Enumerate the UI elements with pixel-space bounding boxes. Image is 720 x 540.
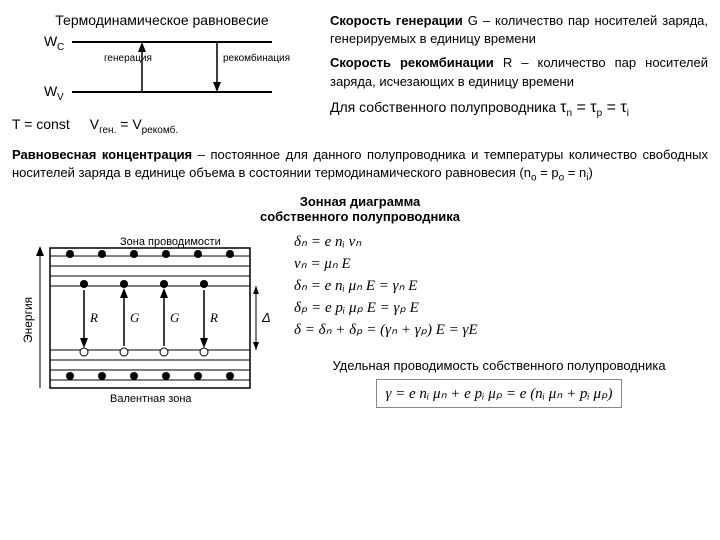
svg-text:рекомбинация: рекомбинация	[223, 52, 290, 64]
equilibrium-concentration: Равновесная концентрация – постоянное дл…	[12, 146, 708, 186]
svg-text:R: R	[209, 310, 218, 325]
svg-text:δₙ = e nᵢ μₙ E = γₙ E: δₙ = e nᵢ μₙ E = γₙ E	[294, 278, 417, 294]
definition-generation: Скорость генерации G – количество пар но…	[330, 12, 708, 48]
svg-text:δₚ = e pᵢ μₚ E = γₚ E: δₚ = e pᵢ μₚ E = γₚ E	[294, 300, 419, 316]
svg-text:νₙ = μₙ E: νₙ = μₙ E	[294, 256, 351, 272]
svg-text:Энергия: Энергия	[21, 296, 35, 342]
formula-block: δₙ = e nᵢ νₙ νₙ = μₙ E δₙ = e nᵢ μₙ E = γₙ…	[290, 230, 650, 348]
svg-text:V: V	[57, 92, 64, 103]
svg-text:W: W	[44, 33, 58, 49]
svg-text:δ = δₙ + δₚ = (γₙ + γₚ) E = γE: δ = δₙ + δₚ = (γₙ + γₚ) E = γE	[294, 322, 478, 338]
svg-text:ΔW: ΔW	[261, 310, 272, 325]
svg-text:G: G	[130, 310, 140, 325]
conductivity-caption: Удельная проводимость собственного полуп…	[290, 358, 708, 373]
svg-text:Зона проводимости: Зона проводимости	[120, 236, 221, 248]
v-relation: Vген. = Vрекомб.	[90, 116, 178, 136]
definition-recombination: Скорость рекомбинации R – количество пар…	[330, 54, 708, 90]
intrinsic-tau: Для собственного полупроводника τn = τp …	[330, 97, 708, 121]
t-const: T = const	[12, 116, 70, 132]
zone-diagram: R G G R ΔW Энергия Зона проводимости Валентная …	[12, 230, 272, 410]
svg-text:δₙ = e nᵢ νₙ: δₙ = e nᵢ νₙ	[294, 234, 362, 250]
svg-text:генерация: генерация	[104, 53, 152, 64]
boxed-formula: γ = e nᵢ μₙ + e pᵢ μₚ = e (nᵢ μₙ + pᵢ μₚ…	[376, 379, 621, 408]
simple-band-diagram: WCWVгенерациярекомбинация	[32, 32, 292, 112]
svg-text:G: G	[170, 310, 180, 325]
svg-text:C: C	[57, 42, 64, 53]
svg-text:Валентная зона: Валентная зона	[110, 393, 192, 405]
page-title: Термодинамическое равновесие	[12, 12, 312, 28]
svg-text:W: W	[44, 83, 58, 99]
zone-diagram-title: Зонная диаграммасобственного полупроводн…	[12, 194, 708, 224]
svg-text:R: R	[89, 310, 98, 325]
